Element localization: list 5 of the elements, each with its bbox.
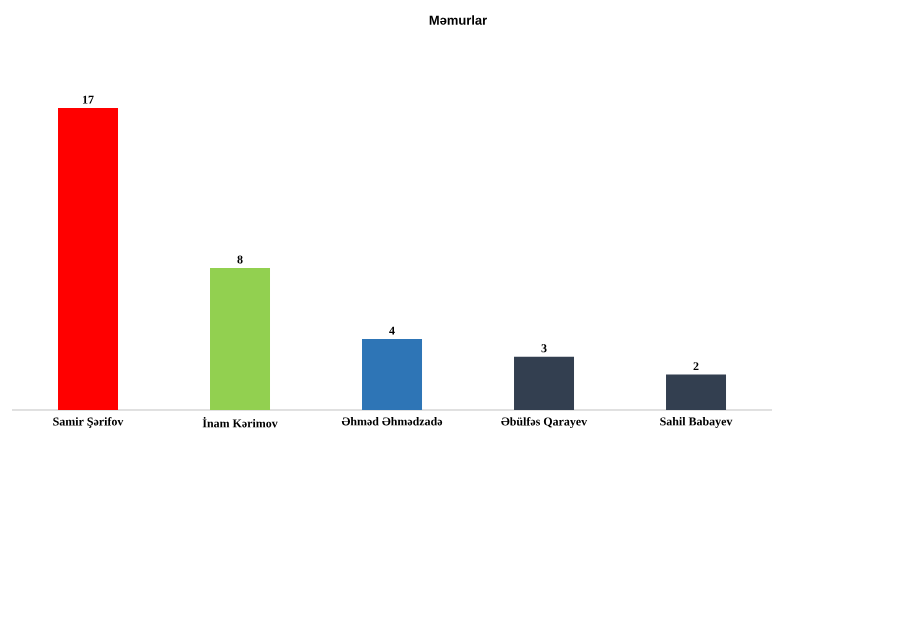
bar — [362, 338, 423, 410]
bar — [210, 267, 271, 410]
bar — [58, 108, 119, 410]
bar — [666, 374, 727, 410]
bar — [514, 356, 575, 410]
